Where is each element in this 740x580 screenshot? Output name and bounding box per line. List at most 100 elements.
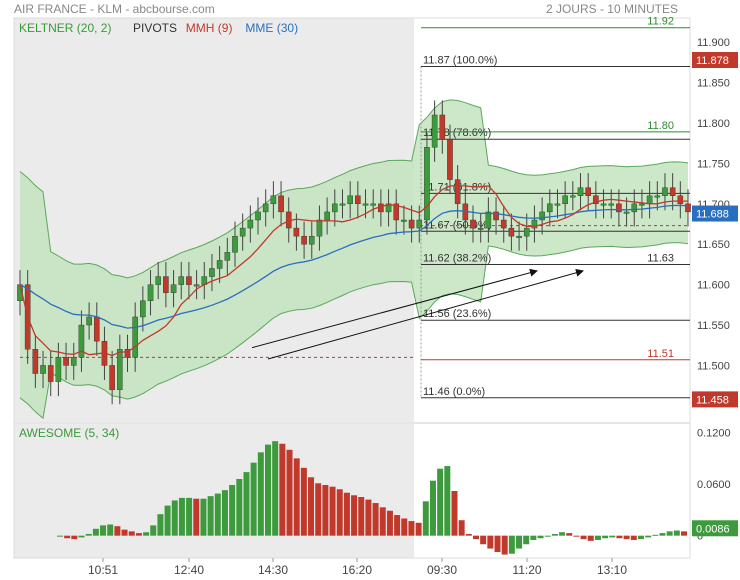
awesome-bar xyxy=(386,510,393,536)
candle xyxy=(209,268,215,277)
awesome-bar xyxy=(171,500,178,536)
awesome-bar xyxy=(64,535,71,539)
awesome-bar xyxy=(609,535,616,538)
price-flag xyxy=(692,52,738,69)
awesome-bar xyxy=(559,532,566,536)
awesome-bar xyxy=(57,535,63,537)
candle xyxy=(147,284,154,302)
awesome-bar xyxy=(422,501,429,536)
y-tick-label: 11.750 xyxy=(697,158,730,170)
candle xyxy=(585,187,591,196)
awesome-bar xyxy=(186,497,193,536)
x-tick-label: 12:40 xyxy=(174,563,204,577)
y-tick-label: 11.800 xyxy=(697,118,730,130)
candle xyxy=(500,219,507,229)
candle xyxy=(401,219,407,222)
candle xyxy=(646,195,653,205)
price-flag-label: 11.878 xyxy=(696,55,729,67)
awesome-bar xyxy=(351,495,358,536)
awesome-bar xyxy=(415,522,422,536)
candle xyxy=(109,365,115,390)
candle xyxy=(639,203,645,206)
candle xyxy=(623,211,630,214)
awesome-bar xyxy=(637,535,644,540)
awesome-bar xyxy=(272,441,279,536)
candle xyxy=(454,179,461,205)
candle xyxy=(224,252,231,261)
candle xyxy=(431,114,438,148)
awesome-bar xyxy=(673,530,680,536)
candle xyxy=(554,203,561,206)
candle xyxy=(516,235,522,238)
awesome-label: AWESOME (5, 34) xyxy=(19,426,119,440)
plot-frame xyxy=(13,17,691,559)
candle xyxy=(163,276,169,293)
candle xyxy=(477,227,484,230)
candle xyxy=(439,114,446,140)
awesome-bar xyxy=(243,472,250,536)
awesome-bar xyxy=(437,468,444,536)
candle xyxy=(523,227,530,237)
candle xyxy=(301,235,307,245)
awesome-bar xyxy=(286,449,293,536)
fib-label: 11.87 (100.0%) xyxy=(423,54,497,66)
awesome-bar xyxy=(429,480,436,536)
awesome-bar xyxy=(394,515,401,536)
awesome-bar xyxy=(379,507,386,536)
fib-label: 11.56 (23.6%) xyxy=(423,308,491,320)
x-tick-label: 13:10 xyxy=(597,563,627,577)
chart-period[interactable]: 2 JOURS - 10 MINUTES xyxy=(545,2,678,16)
awesome-bar xyxy=(293,458,300,536)
chart-header: AIR FRANCE - KLM - abcbourse.com 2 JOURS… xyxy=(0,0,740,18)
candle xyxy=(63,357,69,366)
trend-arrow xyxy=(267,268,584,360)
awesome-bar xyxy=(401,518,408,536)
awesome-bar xyxy=(652,534,659,536)
awesome-bar xyxy=(229,484,236,536)
awesome-bar xyxy=(473,535,479,540)
candle xyxy=(78,324,85,358)
legend-item: PIVOTS xyxy=(133,21,177,35)
awesome-bar xyxy=(236,478,243,536)
awesome-bar xyxy=(530,535,537,540)
awesome-bar xyxy=(336,489,343,536)
candle xyxy=(40,365,46,374)
awesome-bar xyxy=(666,531,673,536)
awesome-bar xyxy=(480,535,487,545)
awesome-bar xyxy=(551,533,558,536)
awesome-bar xyxy=(358,497,365,536)
awesome-bar xyxy=(508,535,515,554)
awesome-bar xyxy=(135,533,142,536)
candle xyxy=(247,219,254,229)
legend-item: KELTNER (20, 2) xyxy=(19,21,111,35)
awesome-bar xyxy=(164,505,171,536)
awesome-bar xyxy=(85,533,92,536)
awesome-bar xyxy=(458,520,465,536)
awesome-bar xyxy=(143,532,150,536)
candle xyxy=(600,203,607,206)
candle xyxy=(216,260,223,269)
candle xyxy=(255,211,261,221)
chart-title: AIR FRANCE - KLM - abcbourse.com xyxy=(14,2,215,16)
awesome-y-tick: 0 xyxy=(697,531,703,543)
candle xyxy=(239,227,246,237)
candle xyxy=(262,203,269,213)
awesome-bar xyxy=(580,535,587,540)
keltner-lower xyxy=(19,242,689,420)
candle xyxy=(355,195,361,205)
awesome-bar xyxy=(308,477,315,536)
candle xyxy=(47,365,54,382)
candle xyxy=(293,227,300,237)
awesome-bar xyxy=(150,525,157,536)
awesome-bar xyxy=(537,535,544,539)
candle xyxy=(616,203,622,213)
last-price-flag xyxy=(692,205,738,222)
candle xyxy=(86,316,92,326)
pivot-label: 11.80 xyxy=(647,120,674,132)
candle xyxy=(677,195,684,205)
candle xyxy=(308,235,315,245)
candle xyxy=(339,203,346,206)
awesome-y-tick: 0.1200 xyxy=(697,428,731,440)
awesome-bar xyxy=(602,535,609,539)
